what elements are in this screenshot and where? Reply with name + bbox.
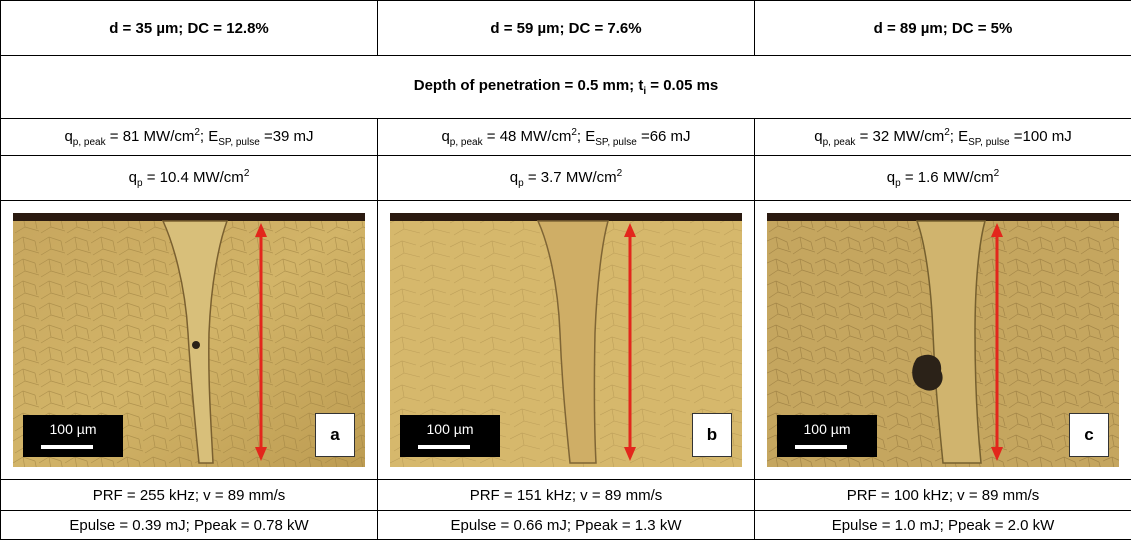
depth-text-tail: = 0.05 ms <box>646 77 719 94</box>
qp-value: = 3.7 MW/cm <box>523 168 617 186</box>
scale-bar-line <box>418 445 470 449</box>
column-header-text: d = 35 µm; DC = 12.8% <box>109 19 269 37</box>
q-subscript: p, peak <box>72 136 106 148</box>
qp-symbol: q <box>886 168 896 186</box>
qp-value: = 10.4 MW/cm <box>142 168 244 186</box>
depth-text: Depth of penetration = 0.5 mm; t <box>413 77 644 94</box>
column-header-text: d = 59 µm; DC = 7.6% <box>490 19 642 37</box>
epulse-row: Epulse = 0.39 mJ; Ppeak = 0.78 kW Epulse… <box>0 510 1131 540</box>
peak-intensity-cell: qp, peak = 48 MW/cm2; ESP, pulse =66 mJ <box>377 118 755 156</box>
scale-bar: 100 µm <box>400 415 500 457</box>
q-value: = 48 MW/cm <box>482 127 572 145</box>
q-symbol: q <box>441 127 450 145</box>
q-symbol: q <box>64 127 73 145</box>
q-superscript: 2 <box>194 126 200 138</box>
porosity <box>192 341 200 349</box>
qp-value: = 1.6 MW/cm <box>900 168 994 186</box>
arrow-head-bottom <box>991 447 1003 461</box>
micrograph-row: 100 µm a <box>0 200 1131 480</box>
q-symbol: q <box>814 127 823 145</box>
peak-intensity-cell: qp, peak = 32 MW/cm2; ESP, pulse =100 mJ <box>754 118 1131 156</box>
arrow-head-bottom <box>624 447 636 461</box>
panel-letter: b <box>692 413 732 457</box>
scale-bar: 100 µm <box>23 415 123 457</box>
peak-intensity-row: qp, peak = 81 MW/cm2; ESP, pulse =39 mJ … <box>0 118 1131 156</box>
epulse-cell: Epulse = 0.66 mJ; Ppeak = 1.3 kW <box>377 510 755 540</box>
scale-bar-line <box>41 445 93 449</box>
qp-subscript: p <box>895 177 901 189</box>
depth-subscript: i <box>643 86 647 97</box>
e-symbol: ; E <box>949 127 969 145</box>
weld-fusion-zone <box>915 220 986 464</box>
q-superscript: 2 <box>944 126 950 138</box>
e-subscript: SP, pulse <box>595 136 637 148</box>
prf-row: PRF = 255 kHz; v = 89 mm/s PRF = 151 kHz… <box>0 479 1131 511</box>
pore-cluster <box>912 354 943 391</box>
scale-bar-label: 100 µm <box>49 421 97 437</box>
e-symbol: ; E <box>199 127 219 145</box>
surface-layer <box>767 213 1119 221</box>
q-value: = 81 MW/cm <box>105 127 195 145</box>
arrow-head-top <box>255 223 267 237</box>
q-subscript: p, peak <box>449 136 483 148</box>
prf-cell: PRF = 100 kHz; v = 89 mm/s <box>754 479 1131 511</box>
qp-symbol: q <box>509 168 519 186</box>
column-header: d = 59 µm; DC = 7.6% <box>377 0 755 56</box>
micrograph-c: 100 µm c <box>767 213 1119 467</box>
q-superscript: 2 <box>571 126 577 138</box>
surface-layer <box>13 213 365 221</box>
qp-superscript: 2 <box>993 167 1000 179</box>
e-value: =100 mJ <box>1009 127 1072 145</box>
prf-cell: PRF = 255 kHz; v = 89 mm/s <box>0 479 378 511</box>
depth-of-penetration: Depth of penetration = 0.5 mm; ti = 0.05… <box>0 55 1131 119</box>
column-header-text: d = 89 µm; DC = 5% <box>873 19 1013 37</box>
micrograph-b: 100 µm b <box>390 213 742 467</box>
scale-bar-label: 100 µm <box>803 421 851 437</box>
qp-subscript: p <box>136 177 143 189</box>
e-symbol: ; E <box>576 127 596 145</box>
epulse-cell: Epulse = 1.0 mJ; Ppeak = 2.0 kW <box>754 510 1131 540</box>
q-subscript: p, peak <box>822 136 856 148</box>
prf-cell: PRF = 151 kHz; v = 89 mm/s <box>377 479 755 511</box>
micrograph-cell: 100 µm c <box>754 200 1131 480</box>
scale-bar: 100 µm <box>777 415 877 457</box>
depth-row: Depth of penetration = 0.5 mm; ti = 0.05… <box>0 55 1131 119</box>
average-intensity-cell: qp = 10.4 MW/cm2 <box>0 155 378 201</box>
epulse-cell: Epulse = 0.39 mJ; Ppeak = 0.78 kW <box>0 510 378 540</box>
arrow-head-bottom <box>255 447 267 461</box>
weld-fusion-zone <box>536 220 609 464</box>
peak-intensity-cell: qp, peak = 81 MW/cm2; ESP, pulse =39 mJ <box>0 118 378 156</box>
surface-layer <box>390 213 742 221</box>
panel-letter: c <box>1069 413 1109 457</box>
average-intensity-cell: qp = 1.6 MW/cm2 <box>754 155 1131 201</box>
qp-subscript: p <box>518 177 524 189</box>
micrograph-a: 100 µm a <box>13 213 365 467</box>
e-subscript: SP, pulse <box>968 136 1010 148</box>
q-value: = 32 MW/cm <box>855 127 945 145</box>
qp-symbol: q <box>128 168 137 186</box>
column-header: d = 35 µm; DC = 12.8% <box>0 0 378 56</box>
average-intensity-row: qp = 10.4 MW/cm2 qp = 3.7 MW/cm2 qp = 1.… <box>0 155 1131 201</box>
e-subscript: SP, pulse <box>218 136 260 148</box>
column-header: d = 89 µm; DC = 5% <box>754 0 1131 56</box>
e-value: =39 mJ <box>259 127 314 145</box>
scale-bar-line <box>795 445 847 449</box>
arrow-head-top <box>991 223 1003 237</box>
panel-letter: a <box>315 413 355 457</box>
micrograph-cell: 100 µm a <box>0 200 378 480</box>
micrograph-cell: 100 µm b <box>377 200 755 480</box>
e-value: =66 mJ <box>636 127 691 145</box>
arrow-head-top <box>624 223 636 237</box>
average-intensity-cell: qp = 3.7 MW/cm2 <box>377 155 755 201</box>
qp-superscript: 2 <box>616 167 623 179</box>
scale-bar-label: 100 µm <box>426 421 474 437</box>
qp-superscript: 2 <box>243 167 250 179</box>
header-row: d = 35 µm; DC = 12.8% d = 59 µm; DC = 7.… <box>0 0 1131 56</box>
weld-cross-section-image <box>390 213 742 467</box>
